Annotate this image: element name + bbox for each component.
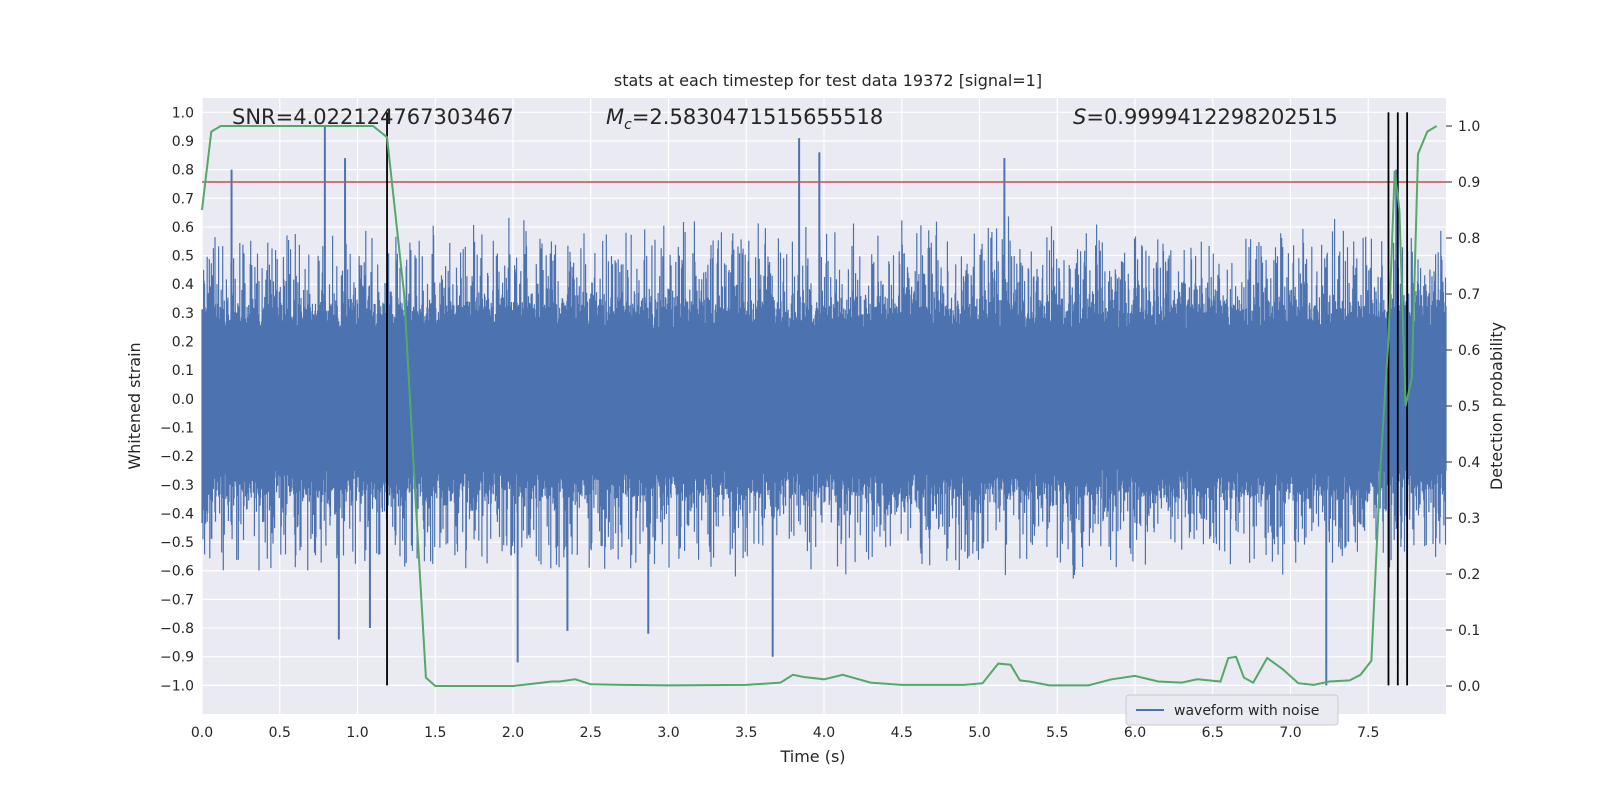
y-left-tick-label: −0.4 xyxy=(160,506,194,522)
x-tick-label: 5.5 xyxy=(1046,725,1068,741)
legend-label-waveform: waveform with noise xyxy=(1174,703,1319,719)
y-left-tick-label: 0.0 xyxy=(172,392,194,408)
y-right-tick-label: 0.7 xyxy=(1458,287,1480,303)
x-tick-label: 1.0 xyxy=(346,725,368,741)
score-value: =0.9999412298202515 xyxy=(1086,105,1337,129)
chart-title: stats at each timestep for test data 193… xyxy=(614,71,1042,90)
score-annotation: S=0.9999412298202515 xyxy=(1073,105,1338,129)
x-tick-label: 6.0 xyxy=(1124,725,1146,741)
waveform-core xyxy=(202,341,1446,462)
snr-annotation: SNR=4.022124767303467 xyxy=(232,105,514,129)
y-left-tick-label: 0.3 xyxy=(172,306,194,322)
y-left-tick-label: −0.2 xyxy=(160,449,194,465)
x-tick-label: 1.5 xyxy=(424,725,446,741)
x-tick-label: 3.0 xyxy=(657,725,679,741)
chirp-mass-value: =2.5830471515655518 xyxy=(632,105,883,129)
y-left-tick-label: 0.1 xyxy=(172,363,194,379)
y-right-tick-label: 0.9 xyxy=(1458,175,1480,191)
x-tick-label: 4.5 xyxy=(891,725,913,741)
x-tick-label: 0.0 xyxy=(191,725,213,741)
y-left-tick-label: −0.9 xyxy=(160,650,194,666)
legend-box xyxy=(1125,694,1339,726)
reference-lines xyxy=(202,112,1446,686)
y-left-tick-label: 0.2 xyxy=(172,335,194,351)
y-right-tick-label: 0.4 xyxy=(1458,455,1480,471)
y-left-tick-label: 0.5 xyxy=(172,249,194,265)
chirp-mass-annotation: Mc=2.5830471515655518 xyxy=(606,105,883,133)
y-left-tick-label: −0.5 xyxy=(160,535,194,551)
x-tick-label: 0.5 xyxy=(269,725,291,741)
x-tick-label: 5.0 xyxy=(968,725,990,741)
y-left-tick-label: −0.8 xyxy=(160,621,194,637)
y-right-tick-label: 1.0 xyxy=(1458,119,1480,135)
chirp-mass-subscript: c xyxy=(624,117,632,133)
x-tick-label: 3.5 xyxy=(735,725,757,741)
y-axis-left-label: Whitened strain xyxy=(125,342,144,469)
y-left-tick-label: 0.4 xyxy=(172,277,194,293)
y-left-tick-label: −1.0 xyxy=(160,678,194,694)
y-left-tick-label: −0.6 xyxy=(160,564,194,580)
y-left-tick-label: −0.1 xyxy=(160,420,194,436)
x-axis-ticks: 0.0 0.5 1.0 1.5 2.0 2.5 3.0 3.5 4.0 4.5 5.0 5.5 6.0 6… xyxy=(191,725,1380,741)
score-symbol: S xyxy=(1073,105,1086,129)
y-left-tick-label: −0.3 xyxy=(160,478,194,494)
y-left-tick-label: 0.9 xyxy=(172,134,194,150)
x-tick-label: 6.5 xyxy=(1202,725,1224,741)
x-tick-label: 7.0 xyxy=(1279,725,1301,741)
x-tick-label: 2.5 xyxy=(580,725,602,741)
y-right-tick-label: 0.1 xyxy=(1458,623,1480,639)
y-right-tick-label: 0.0 xyxy=(1458,679,1480,695)
y-right-tick-label: 0.5 xyxy=(1458,399,1480,415)
x-tick-label: 4.0 xyxy=(813,725,835,741)
y-right-tick-label: 0.8 xyxy=(1458,231,1480,247)
y-right-tick-label: 0.2 xyxy=(1458,567,1480,583)
x-tick-label: 2.0 xyxy=(502,725,524,741)
y-axis-left-ticks: 1.0 0.9 0.8 0.7 0.6 0.5 0.4 0.3 0.2 0.1 0.0 −0.1 −0.… xyxy=(160,105,194,694)
x-tick-label: 7.5 xyxy=(1357,725,1379,741)
probability-line xyxy=(201,125,1438,687)
x-axis-label: Time (s) xyxy=(779,747,845,766)
y-left-tick-label: 0.6 xyxy=(172,220,194,236)
y-right-tick-label: 0.3 xyxy=(1458,511,1480,527)
y-left-tick-label: 0.8 xyxy=(172,163,194,179)
y-left-tick-label: 1.0 xyxy=(172,105,194,121)
legend: waveform with noise xyxy=(1125,694,1339,726)
probability-series xyxy=(201,125,1438,687)
y-axis-right-label: Detection probability xyxy=(1487,322,1506,490)
y-left-tick-label: −0.7 xyxy=(160,592,194,608)
y-left-tick-label: 0.7 xyxy=(172,191,194,207)
chirp-mass-symbol: M xyxy=(606,105,624,129)
y-axis-right-ticks: 1.0 0.9 0.8 0.7 0.6 0.5 0.4 0.3 0.2 0.1 0.0 xyxy=(1446,119,1480,695)
y-right-tick-label: 0.6 xyxy=(1458,343,1480,359)
